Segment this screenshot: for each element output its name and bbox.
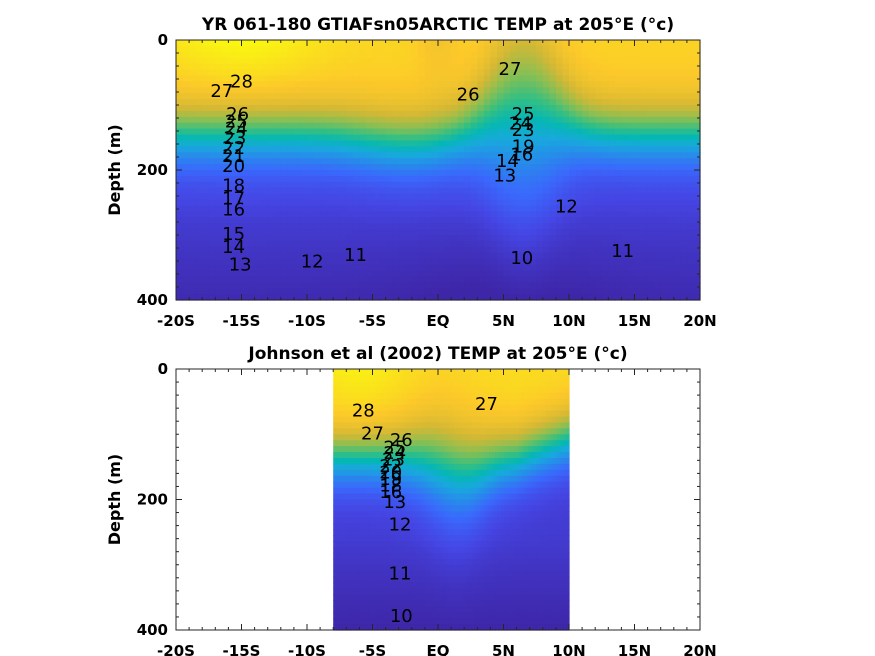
contour-label: 10: [510, 248, 533, 269]
temperature-field: [333, 369, 570, 631]
contour-label: 16: [379, 482, 402, 503]
contour-label: 11: [344, 245, 367, 266]
contour-label: 17: [222, 188, 245, 209]
contour-label: 26: [390, 430, 413, 451]
y-tick-label: 400: [137, 291, 168, 309]
contour-label: 27: [361, 423, 384, 444]
contour-label: 16: [510, 145, 533, 166]
x-tick-label: 20N: [683, 312, 716, 330]
contour-label: 25: [512, 104, 535, 125]
x-tick-label: -5S: [359, 642, 386, 656]
x-tick-label: -15S: [223, 642, 261, 656]
x-tick-label: -15S: [223, 312, 261, 330]
contour-label: 14: [496, 151, 519, 172]
contour-label: 12: [301, 251, 324, 272]
x-tick-label: -10S: [288, 642, 326, 656]
contour-label: 24: [383, 443, 406, 464]
contour-label: 23: [512, 120, 535, 141]
x-tick-label: -20S: [157, 642, 195, 656]
x-tick-label: 15N: [618, 312, 651, 330]
contour-label: 23: [382, 449, 405, 470]
contour-label: 26: [457, 84, 480, 105]
contour-label: 19: [512, 136, 535, 157]
contour-label: 28: [230, 71, 253, 92]
contour-label: 18: [379, 475, 402, 496]
contour-label: 11: [389, 564, 412, 585]
x-tick-label: EQ: [427, 642, 450, 656]
y-axis-label: Depth (m): [105, 124, 124, 216]
contour-label: 20: [379, 462, 402, 483]
contour-label: 19: [379, 469, 402, 490]
contour-label: 22: [379, 456, 402, 477]
contour-label: 11: [611, 241, 634, 262]
contour-label: 25: [383, 438, 406, 459]
x-tick-label: 10N: [552, 312, 585, 330]
y-tick-label: 200: [137, 491, 168, 509]
y-tick-label: 200: [137, 161, 168, 179]
contour-label: 27: [210, 81, 233, 102]
contour-label: 25: [225, 112, 248, 133]
x-tick-label: -10S: [288, 312, 326, 330]
contour-label: 24: [509, 114, 532, 135]
x-tick-label: -5S: [359, 312, 386, 330]
contour-label: 27: [499, 59, 522, 80]
contour-label: 12: [389, 515, 412, 536]
temperature-field: [176, 40, 701, 301]
x-tick-label: 5N: [492, 312, 515, 330]
y-tick-label: 0: [158, 31, 168, 49]
contour-label: 15: [222, 224, 245, 245]
y-tick-label: 0: [158, 360, 168, 378]
contour-label: 28: [352, 400, 375, 421]
contour-label: 27: [475, 394, 498, 415]
chart-title: YR 061-180 GTIAFsn05ARCTIC TEMP at 205°E…: [201, 15, 674, 35]
x-tick-label: 10N: [552, 642, 585, 656]
contour-label: 10: [390, 606, 413, 627]
y-axis-label: Depth (m): [105, 454, 124, 546]
contour-label: 13: [229, 255, 252, 276]
contour-label: 14: [222, 237, 245, 258]
contour-label: 13: [493, 166, 516, 187]
contour-label: 26: [226, 104, 249, 125]
contour-label: 12: [555, 197, 578, 218]
x-tick-label: 15N: [618, 642, 651, 656]
x-tick-label: -20S: [157, 312, 195, 330]
x-tick-label: EQ: [427, 312, 450, 330]
contour-label: 22: [222, 138, 245, 159]
contour-label: 13: [383, 492, 406, 513]
contour-label: 23: [223, 128, 246, 149]
x-tick-label: 5N: [492, 642, 515, 656]
contour-label: 24: [225, 119, 248, 140]
x-tick-label: 20N: [683, 642, 716, 656]
y-tick-label: 400: [137, 621, 168, 639]
contour-label: 21: [222, 146, 245, 167]
chart-title: Johnson et al (2002) TEMP at 205°E (°c): [247, 344, 627, 364]
contour-label: 16: [222, 199, 245, 220]
contour-label: 20: [222, 156, 245, 177]
contour-label: 18: [222, 175, 245, 196]
